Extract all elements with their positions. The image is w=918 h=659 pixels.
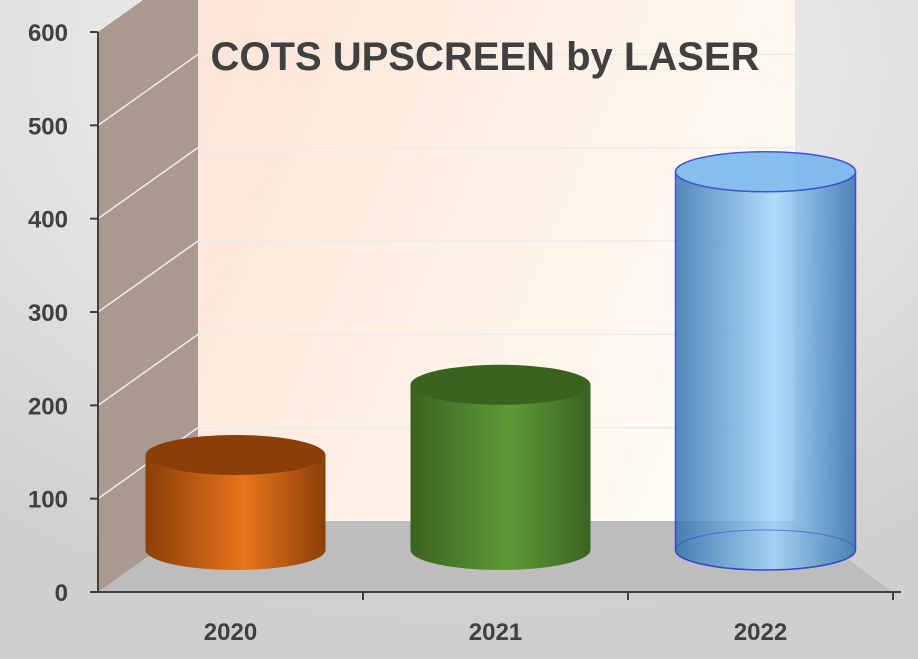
bar-base-rim xyxy=(675,529,856,571)
y-tick-label: 400 xyxy=(28,207,68,234)
y-tick-label: 600 xyxy=(28,20,68,47)
x-tick-label: 2022 xyxy=(734,619,787,646)
bar-body xyxy=(674,170,857,571)
bar-body xyxy=(145,455,326,570)
x-tick-label: 2021 xyxy=(469,619,522,646)
y-tick-label: 300 xyxy=(28,300,68,327)
bar-2022 xyxy=(674,150,857,571)
gridline xyxy=(97,146,795,220)
gridline xyxy=(97,53,795,126)
y-tick-label: 100 xyxy=(28,487,68,514)
bar-top xyxy=(674,150,857,193)
gridline xyxy=(97,240,795,313)
x-tick-label: 2020 xyxy=(204,619,257,646)
y-tick-label: 200 xyxy=(28,393,68,420)
bar-2020 xyxy=(145,435,326,570)
bar-2021 xyxy=(410,364,591,570)
y-tick-label: 0 xyxy=(55,580,68,607)
bar-top xyxy=(145,435,326,476)
bar-top xyxy=(410,364,591,405)
bar-body xyxy=(410,384,591,570)
y-tick-label: 500 xyxy=(28,113,68,140)
chart-title: COTS UPSCREEN by LASER xyxy=(211,35,760,79)
gridline xyxy=(97,426,795,500)
gridline xyxy=(97,333,795,406)
